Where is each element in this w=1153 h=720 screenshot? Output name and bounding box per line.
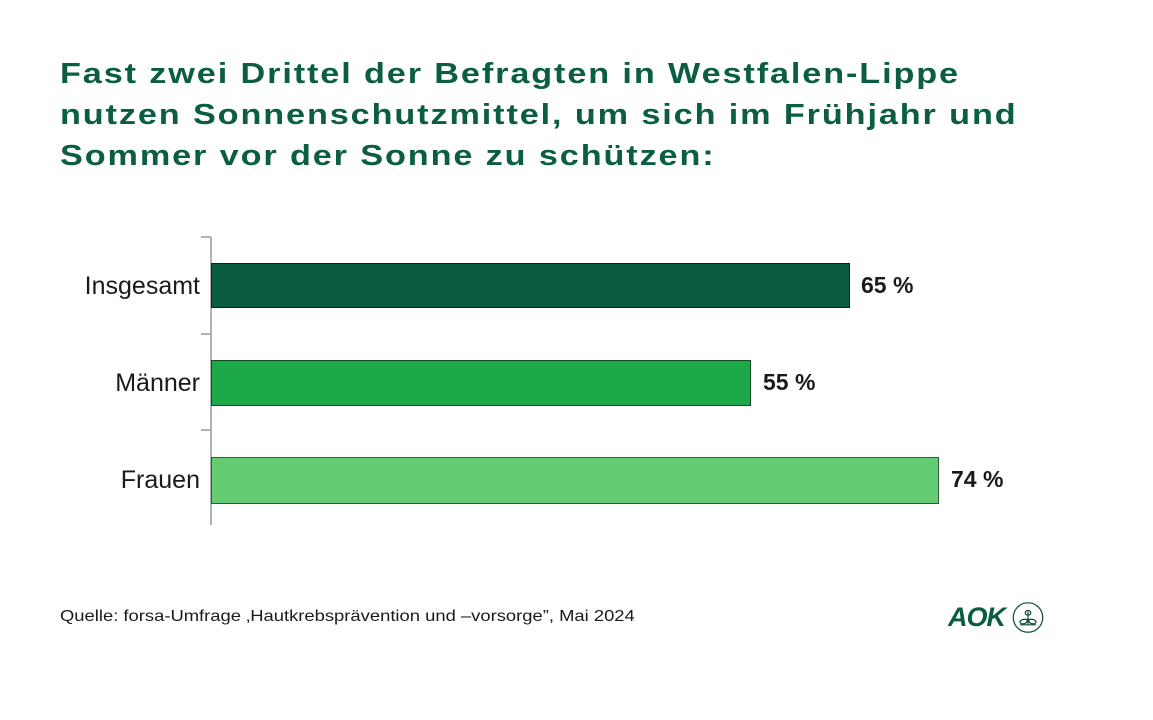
svg-text:AOK: AOK bbox=[948, 602, 1009, 632]
